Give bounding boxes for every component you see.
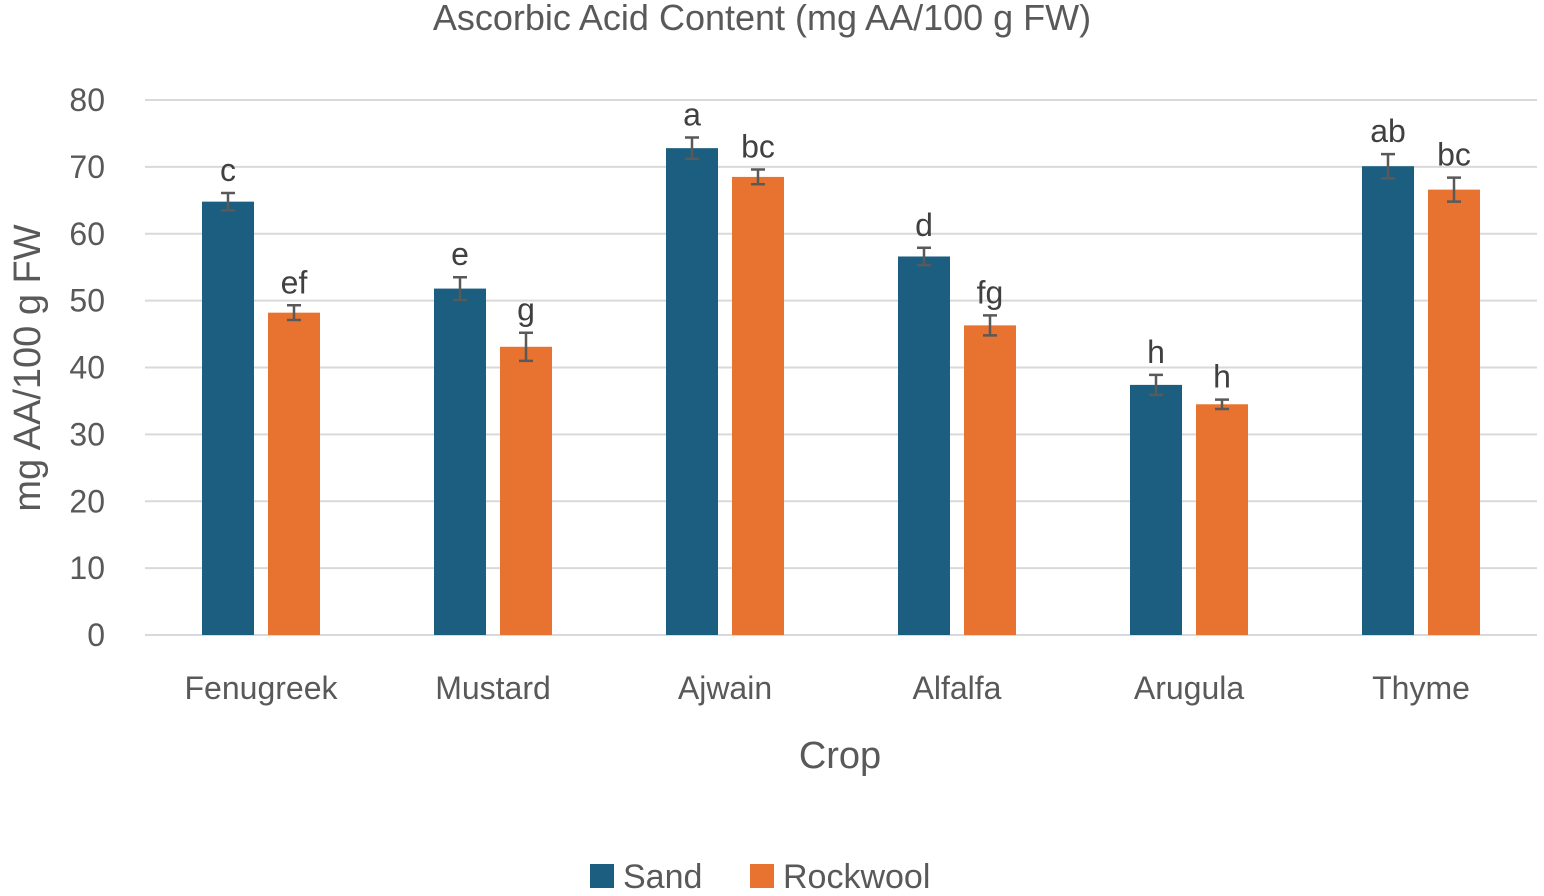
category-label-thyme: Thyme xyxy=(1372,670,1470,706)
legend: Sand Rockwool xyxy=(590,858,930,896)
y-tick-label-60: 60 xyxy=(69,216,105,252)
error-bar-sand-thyme xyxy=(1381,152,1395,180)
bar-rockwool-arugula xyxy=(1196,404,1248,635)
bar-rockwool-ajwain xyxy=(732,176,784,635)
bar-sand-fenugreek xyxy=(202,201,254,635)
gridlines xyxy=(145,99,1537,636)
category-label-ajwain: Ajwain xyxy=(678,670,772,706)
significance-label-rockwool-ajwain: bc xyxy=(741,129,775,165)
significance-label-rockwool-alfalfa: fg xyxy=(977,274,1004,310)
chart-title: Ascorbic Acid Content (mg AA/100 g FW) xyxy=(433,0,1091,38)
bar-rockwool-alfalfa xyxy=(964,325,1016,635)
error-bar-rockwool-fenugreek xyxy=(287,304,301,322)
legend-label-sand: Sand xyxy=(623,858,702,896)
significance-label-sand-thyme: ab xyxy=(1370,113,1406,149)
category-label-arugula: Arugula xyxy=(1134,670,1245,706)
y-tick-label-50: 50 xyxy=(69,283,105,319)
error-bar-sand-ajwain xyxy=(685,136,699,161)
bar-sand-ajwain xyxy=(666,148,718,635)
error-bar-sand-arugula xyxy=(1149,373,1163,397)
y-tick-label-40: 40 xyxy=(69,350,105,386)
bar-rockwool-mustard xyxy=(500,346,552,635)
y-tick-label-20: 20 xyxy=(69,483,105,519)
legend-label-rockwool: Rockwool xyxy=(783,858,930,896)
category-label-alfalfa: Alfalfa xyxy=(913,670,1002,706)
error-bar-sand-alfalfa xyxy=(917,246,931,267)
y-tick-label-80: 80 xyxy=(69,82,105,118)
bar-sand-mustard xyxy=(434,288,486,635)
error-bar-rockwool-ajwain xyxy=(751,168,765,186)
bar-rockwool-fenugreek xyxy=(268,312,320,635)
y-tick-label-30: 30 xyxy=(69,416,105,452)
y-axis-title: mg AA/100 g FW xyxy=(7,224,49,511)
error-bar-rockwool-thyme xyxy=(1447,176,1461,203)
bar-sand-arugula xyxy=(1130,384,1182,635)
significance-label-sand-ajwain: a xyxy=(683,96,701,132)
y-tick-label-10: 10 xyxy=(69,550,105,586)
bar-sand-thyme xyxy=(1362,166,1414,636)
x-axis-categories: Fenugreek Mustard Ajwain Alfalfa Arugula Thym… xyxy=(185,670,1470,706)
significance-label-sand-alfalfa: d xyxy=(915,207,933,243)
y-tick-label-70: 70 xyxy=(69,149,105,185)
error-bar-rockwool-arugula xyxy=(1215,398,1229,411)
category-label-fenugreek: Fenugreek xyxy=(185,670,339,706)
error-bar-sand-mustard xyxy=(453,275,467,302)
significance-label-rockwool-fenugreek: ef xyxy=(281,264,308,300)
error-bar-sand-fenugreek xyxy=(221,191,235,212)
significance-label-sand-arugula: h xyxy=(1147,334,1165,370)
bar-sand-alfalfa xyxy=(898,256,950,635)
legend-swatch-sand xyxy=(590,864,614,888)
significance-label-sand-fenugreek: c xyxy=(220,152,236,188)
bar-rockwool-thyme xyxy=(1428,189,1480,636)
category-label-mustard: Mustard xyxy=(435,670,551,706)
legend-swatch-rockwool xyxy=(750,864,774,888)
error-bar-rockwool-mustard xyxy=(519,331,533,363)
significance-label-rockwool-thyme: bc xyxy=(1437,137,1471,173)
y-tick-label-0: 0 xyxy=(87,617,105,653)
y-axis-ticks: 0 10 20 30 40 50 60 70 80 xyxy=(69,82,105,653)
significance-label-rockwool-mustard: g xyxy=(517,292,535,328)
x-axis-title: Crop xyxy=(799,735,881,777)
significance-label-rockwool-arugula: h xyxy=(1213,359,1231,395)
error-bar-rockwool-alfalfa xyxy=(983,314,997,337)
significance-label-sand-mustard: e xyxy=(451,236,469,272)
